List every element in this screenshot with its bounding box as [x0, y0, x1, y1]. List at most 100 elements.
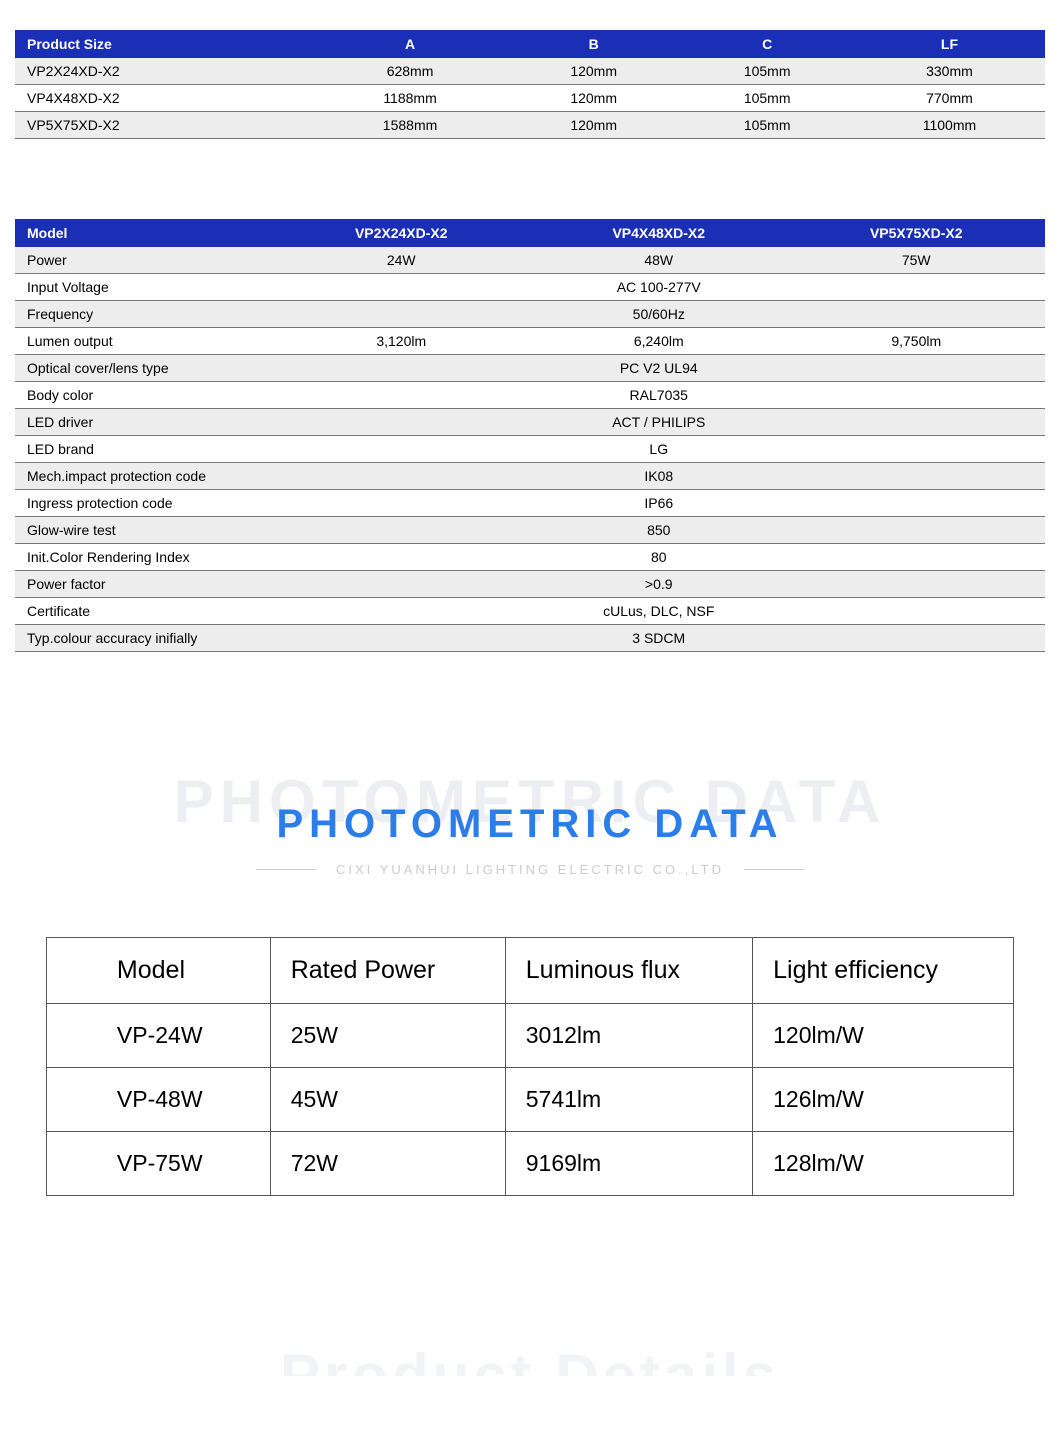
- table-row: Mech.impact protection codeIK08: [15, 463, 1045, 490]
- photometric-header: Luminous flux: [505, 938, 752, 1004]
- spec-value: 24W: [273, 247, 531, 274]
- table2-header: VP2X24XD-X2: [273, 219, 531, 247]
- spec-value: IP66: [273, 490, 1046, 517]
- spec-label: Glow-wire test: [15, 517, 273, 544]
- table-cell: 120mm: [507, 58, 681, 85]
- photometric-header: Model: [46, 938, 270, 1004]
- spec-label: Power factor: [15, 571, 273, 598]
- photometric-cell: VP-48W: [46, 1068, 270, 1132]
- table-cell: 1588mm: [313, 112, 507, 139]
- product-size-table-wrap: Product SizeABCLF VP2X24XD-X2628mm120mm1…: [15, 30, 1045, 139]
- table-row: Input VoltageAC 100-277V: [15, 274, 1045, 301]
- spec-value: 75W: [788, 247, 1046, 274]
- spec-label: Frequency: [15, 301, 273, 328]
- photometric-cell: 45W: [270, 1068, 505, 1132]
- spec-label: Typ.colour accuracy inifially: [15, 625, 273, 652]
- spec-value: AC 100-277V: [273, 274, 1046, 301]
- spec-label: Power: [15, 247, 273, 274]
- table2-header: VP5X75XD-X2: [788, 219, 1046, 247]
- table-row: Glow-wire test850: [15, 517, 1045, 544]
- photometric-cell: 3012lm: [505, 1004, 752, 1068]
- table-cell: 1188mm: [313, 85, 507, 112]
- spec-value: PC V2 UL94: [273, 355, 1046, 382]
- spec-value: 3,120lm: [273, 328, 531, 355]
- spec-label: Body color: [15, 382, 273, 409]
- spec-label: LED driver: [15, 409, 273, 436]
- table-row: VP5X75XD-X21588mm120mm105mm1100mm: [15, 112, 1045, 139]
- spec-value: >0.9: [273, 571, 1046, 598]
- table-row: LED driverACT / PHILIPS: [15, 409, 1045, 436]
- table-cell: VP5X75XD-X2: [15, 112, 313, 139]
- table-row: Frequency50/60Hz: [15, 301, 1045, 328]
- table1-header: C: [680, 30, 854, 58]
- spec-value: 80: [273, 544, 1046, 571]
- photometric-section-heading: PHOTOMETRIC DATA PHOTOMETRIC DATA CIXI Y…: [15, 772, 1045, 877]
- table-row: VP-24W25W3012lm120lm/W: [46, 1004, 1013, 1068]
- spec-label: Init.Color Rendering Index: [15, 544, 273, 571]
- table-cell: 1100mm: [854, 112, 1045, 139]
- table-cell: VP4X48XD-X2: [15, 85, 313, 112]
- table-cell: 120mm: [507, 85, 681, 112]
- spec-value: LG: [273, 436, 1046, 463]
- title-main: PHOTOMETRIC DATA: [15, 802, 1045, 847]
- table-cell: 770mm: [854, 85, 1045, 112]
- table2-header: Model: [15, 219, 273, 247]
- table2-header: VP4X48XD-X2: [530, 219, 788, 247]
- product-size-table: Product SizeABCLF VP2X24XD-X2628mm120mm1…: [15, 30, 1045, 139]
- spec-value: RAL7035: [273, 382, 1046, 409]
- subtitle-text: CIXI YUANHUI LIGHTING ELECTRIC CO.,LTD: [336, 862, 724, 877]
- table-cell: 120mm: [507, 112, 681, 139]
- spec-value: 9,750lm: [788, 328, 1046, 355]
- spec-value: 48W: [530, 247, 788, 274]
- table-row: Typ.colour accuracy inifially3 SDCM: [15, 625, 1045, 652]
- table-row: Power factor>0.9: [15, 571, 1045, 598]
- footer-ghost: Product Details: [15, 1336, 1045, 1376]
- photometric-cell: VP-24W: [46, 1004, 270, 1068]
- photometric-cell: 25W: [270, 1004, 505, 1068]
- table-cell: VP2X24XD-X2: [15, 58, 313, 85]
- table-row: Init.Color Rendering Index80: [15, 544, 1045, 571]
- photometric-cell: 120lm/W: [753, 1004, 1014, 1068]
- photometric-cell: VP-75W: [46, 1132, 270, 1196]
- photometric-cell: 126lm/W: [753, 1068, 1014, 1132]
- table1-header: B: [507, 30, 681, 58]
- table-row: Body colorRAL7035: [15, 382, 1045, 409]
- spec-label: LED brand: [15, 436, 273, 463]
- table-cell: 330mm: [854, 58, 1045, 85]
- spec-value: IK08: [273, 463, 1046, 490]
- spec-value: 50/60Hz: [273, 301, 1046, 328]
- spec-value: 6,240lm: [530, 328, 788, 355]
- table-cell: 105mm: [680, 85, 854, 112]
- table-row: VP4X48XD-X21188mm120mm105mm770mm: [15, 85, 1045, 112]
- photometric-header: Rated Power: [270, 938, 505, 1004]
- model-spec-table-wrap: ModelVP2X24XD-X2VP4X48XD-X2VP5X75XD-X2 P…: [15, 219, 1045, 652]
- spec-label: Ingress protection code: [15, 490, 273, 517]
- table-row: Optical cover/lens typePC V2 UL94: [15, 355, 1045, 382]
- spec-value: cULus, DLC, NSF: [273, 598, 1046, 625]
- table1-header: Product Size: [15, 30, 313, 58]
- table1-header: A: [313, 30, 507, 58]
- table1-header: LF: [854, 30, 1045, 58]
- photometric-cell: 128lm/W: [753, 1132, 1014, 1196]
- subtitle-line-left: [256, 869, 316, 870]
- table-row: Ingress protection codeIP66: [15, 490, 1045, 517]
- spec-label: Certificate: [15, 598, 273, 625]
- subtitle-line-right: [744, 869, 804, 870]
- subtitle-row: CIXI YUANHUI LIGHTING ELECTRIC CO.,LTD: [15, 862, 1045, 877]
- table-row: Power24W48W75W: [15, 247, 1045, 274]
- spec-value: 850: [273, 517, 1046, 544]
- table-row: Lumen output3,120lm6,240lm9,750lm: [15, 328, 1045, 355]
- table-row: VP-75W72W9169lm128lm/W: [46, 1132, 1013, 1196]
- table-cell: 628mm: [313, 58, 507, 85]
- photometric-header: Light efficiency: [753, 938, 1014, 1004]
- table-row: CertificatecULus, DLC, NSF: [15, 598, 1045, 625]
- spec-label: Input Voltage: [15, 274, 273, 301]
- spec-value: ACT / PHILIPS: [273, 409, 1046, 436]
- photometric-cell: 72W: [270, 1132, 505, 1196]
- table-cell: 105mm: [680, 112, 854, 139]
- table-row: VP2X24XD-X2628mm120mm105mm330mm: [15, 58, 1045, 85]
- photometric-cell: 9169lm: [505, 1132, 752, 1196]
- photometric-cell: 5741lm: [505, 1068, 752, 1132]
- table-cell: 105mm: [680, 58, 854, 85]
- photometric-table: ModelRated PowerLuminous fluxLight effic…: [46, 937, 1014, 1196]
